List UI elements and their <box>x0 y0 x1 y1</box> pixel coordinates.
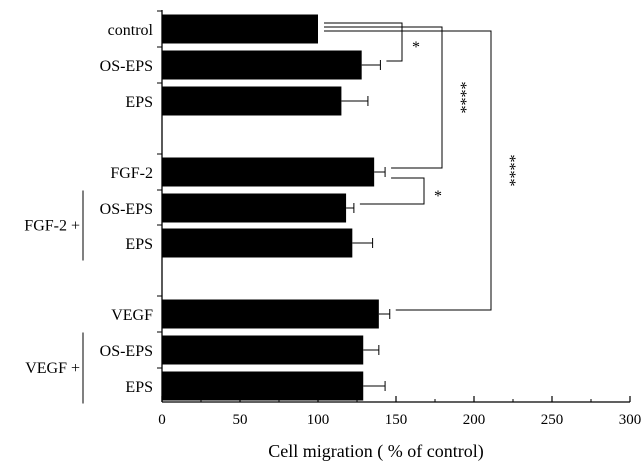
significance-label: * <box>434 188 442 205</box>
group-labels: FGF-2 + VEGF + <box>24 190 84 404</box>
category-label: VEGF <box>111 307 153 324</box>
group-label: VEGF + <box>25 360 80 377</box>
category-label: EPS <box>125 94 153 111</box>
category-label: FGF-2 <box>110 165 153 182</box>
bar <box>162 86 342 116</box>
category-label: EPS <box>125 236 153 253</box>
x-axis-label: Cell migration ( % of control) <box>268 441 483 462</box>
bar <box>162 50 362 80</box>
x-tick-label: 300 <box>619 412 642 428</box>
x-tick-label: 50 <box>233 412 248 428</box>
bar <box>162 228 353 258</box>
x-tick-label: 100 <box>307 412 330 428</box>
category-label: OS-EPS <box>100 58 153 75</box>
bar <box>162 157 375 187</box>
category-label: EPS <box>125 379 153 396</box>
x-tick-label: 0 <box>158 412 166 428</box>
category-label: OS-EPS <box>100 201 153 218</box>
bars <box>162 14 379 401</box>
category-labels: control OS-EPS EPS FGF-2 OS-EPS EPS VEGF OS-EPS… <box>100 22 154 396</box>
bar <box>162 14 318 44</box>
significance-label: **** <box>501 155 518 187</box>
x-ticks: 0 50 100 150 200 250 300 <box>158 396 641 428</box>
significance-brackets: ********** <box>324 22 518 311</box>
category-label: control <box>108 22 154 39</box>
significance-label: **** <box>452 82 469 114</box>
bar <box>162 335 364 365</box>
significance-bracket <box>324 30 492 311</box>
group-label: FGF-2 + <box>24 218 80 235</box>
bar <box>162 299 379 329</box>
significance-bracket <box>359 177 425 205</box>
bar <box>162 371 364 401</box>
x-tick-label: 150 <box>385 412 408 428</box>
x-tick-label: 250 <box>541 412 564 428</box>
category-label: OS-EPS <box>100 343 153 360</box>
error-bars <box>341 60 391 391</box>
bar <box>162 193 347 223</box>
significance-bracket <box>324 22 403 62</box>
x-tick-label: 200 <box>463 412 486 428</box>
significance-label: * <box>412 39 420 56</box>
significance-bracket <box>324 26 443 169</box>
